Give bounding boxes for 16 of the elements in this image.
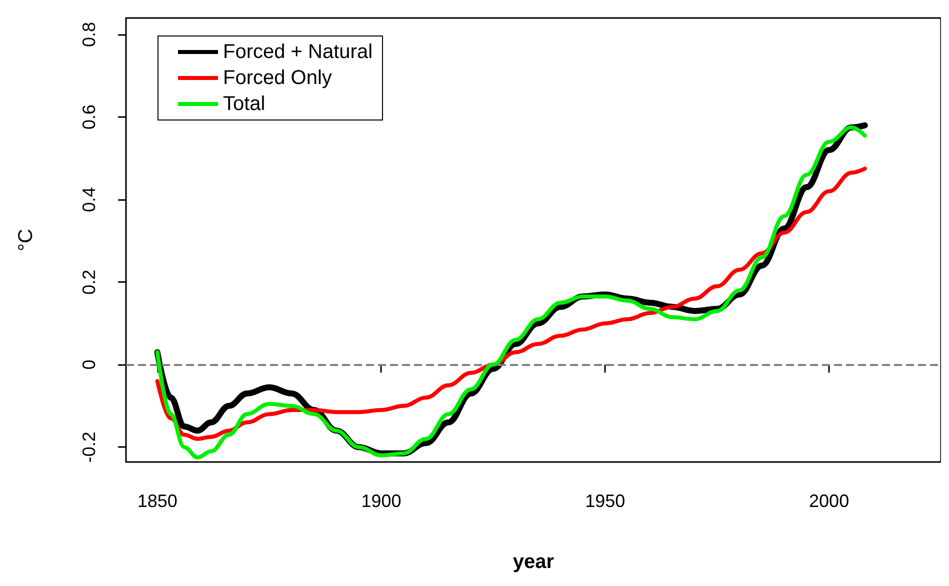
- x-tick-label: 1950: [585, 491, 626, 511]
- y-tick-label: 0: [79, 360, 99, 370]
- legend-label: Total: [223, 93, 266, 115]
- y-tick-label: 0.8: [79, 22, 99, 48]
- legend-label: Forced Only: [223, 67, 332, 89]
- y-tick-label: 0.2: [79, 270, 99, 295]
- x-tick-label: 1900: [361, 491, 402, 511]
- y-tick-label: 0.4: [79, 187, 99, 212]
- y-tick-label: 0.6: [79, 104, 99, 130]
- y-axis-title: °C: [15, 228, 37, 252]
- x-tick-label: 2000: [809, 491, 850, 511]
- line-series: [155, 166, 867, 441]
- x-axis-title: year: [512, 551, 554, 573]
- legend-label: Forced + Natural: [223, 41, 373, 63]
- x-tick-label: 1850: [137, 491, 178, 511]
- y-tick-label: -0.2: [79, 432, 99, 463]
